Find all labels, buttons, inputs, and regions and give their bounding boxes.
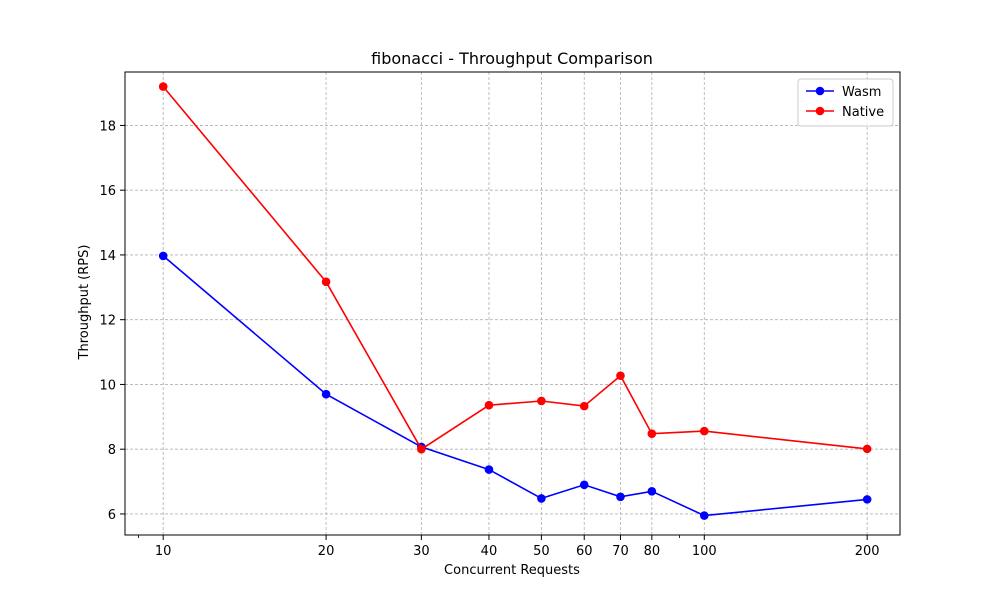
x-axis-label: Concurrent Requests: [444, 563, 580, 578]
legend-wasm-label: Wasm: [842, 85, 881, 100]
wasm-data-point: [862, 495, 872, 504]
wasm-data-point: [484, 465, 494, 474]
native-data-point: [158, 82, 168, 91]
y-tick-label: 12: [99, 314, 116, 329]
native-data-point: [616, 371, 625, 381]
grid: [125, 72, 900, 535]
wasm-data-point: [647, 486, 657, 496]
legend: Wasm Native: [797, 78, 894, 127]
native-data-point: [537, 396, 546, 406]
native-data-point: [484, 400, 494, 410]
legend-wasm-marker: [815, 86, 825, 96]
wasm-data-point: [158, 251, 168, 261]
y-tick-label: 14: [99, 249, 116, 264]
legend-native-label: Native: [842, 105, 884, 120]
x-tick-label: 100: [692, 544, 717, 559]
native-data-point: [417, 444, 426, 454]
y-tick-label: 6: [108, 508, 116, 523]
x-tick-label: 60: [576, 544, 593, 559]
native-data-point: [647, 429, 657, 438]
series-group: [158, 82, 872, 520]
y-axis-label: Throughput (RPS): [77, 245, 92, 361]
chart-title: fibonacci - Throughput Comparison: [371, 49, 653, 68]
native-series-line: [162, 86, 868, 451]
x-tick-label: 50: [533, 544, 550, 559]
wasm-data-point: [579, 480, 589, 490]
native-data-point: [699, 426, 709, 436]
native-data-point: [321, 277, 331, 287]
x-tick-label: 80: [644, 544, 661, 559]
wasm-data-point: [699, 511, 709, 520]
x-tick-label: 30: [413, 544, 430, 559]
legend-native-marker: [815, 106, 825, 116]
x-tick-label: 70: [612, 544, 629, 559]
wasm-data-point: [321, 389, 331, 399]
plot-frame: [124, 71, 901, 536]
x-axis: 10 20 30 40 50 60 70 80 100 200: [138, 535, 880, 559]
y-tick-label: 16: [99, 184, 116, 199]
y-tick-label: 18: [99, 119, 116, 134]
y-tick-label: 10: [99, 378, 116, 393]
native-data-point: [862, 444, 872, 454]
native-data-point: [579, 401, 589, 411]
wasm-data-point: [616, 492, 625, 502]
wasm-series-line: [162, 255, 868, 517]
y-tick-label: 8: [108, 443, 116, 458]
x-tick-label: 10: [155, 544, 172, 559]
wasm-data-point: [537, 494, 546, 503]
x-tick-label: 40: [481, 544, 498, 559]
x-tick-label: 20: [318, 544, 335, 559]
y-axis: 6 8 10 12 14 16 18: [99, 119, 125, 523]
x-tick-label: 200: [855, 544, 880, 559]
